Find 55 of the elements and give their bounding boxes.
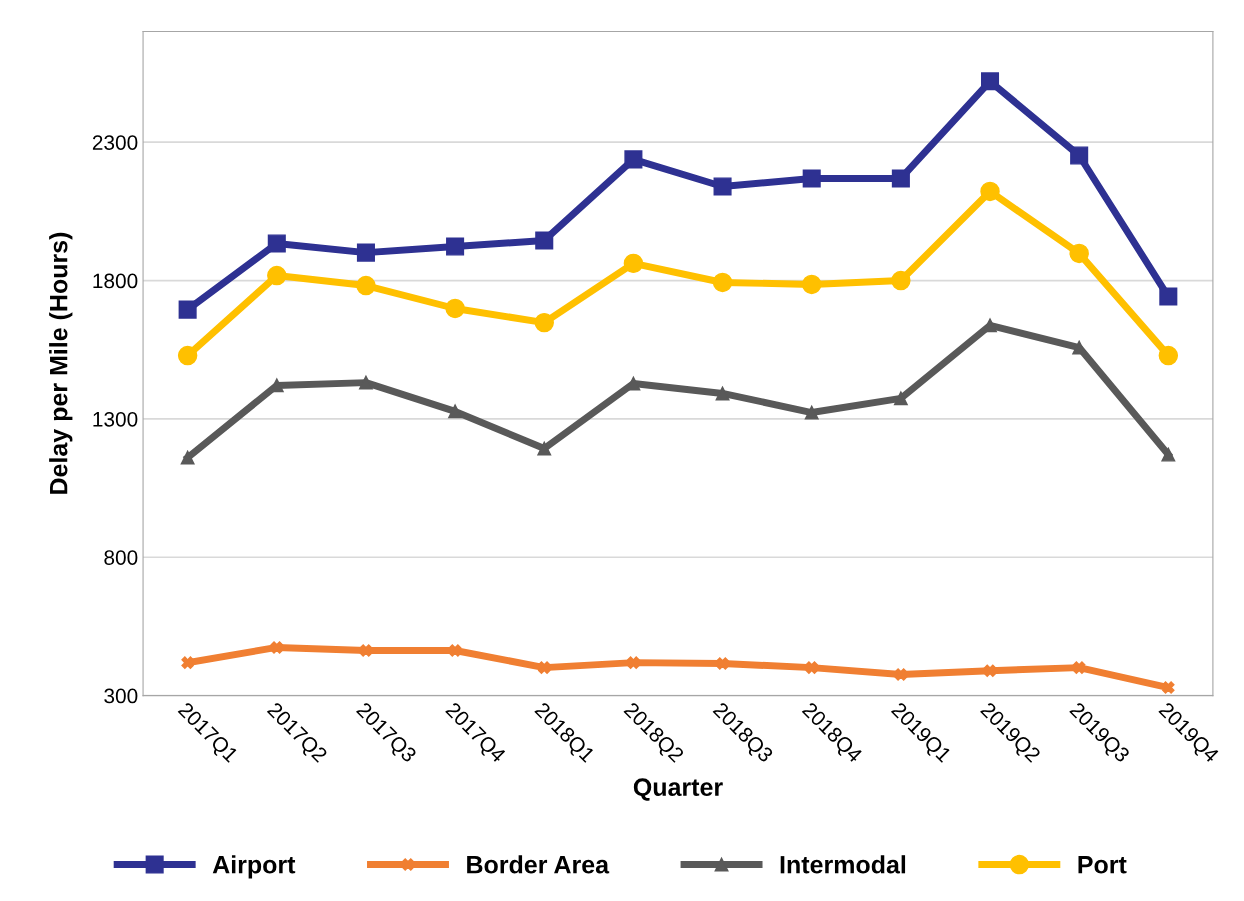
point xyxy=(181,656,194,669)
point xyxy=(445,298,465,319)
point xyxy=(801,274,822,295)
legend-label: Airport xyxy=(212,855,296,879)
point xyxy=(1070,146,1089,165)
point xyxy=(624,150,643,169)
x-axis-title: Quarter xyxy=(633,778,723,801)
point xyxy=(980,72,1000,91)
point xyxy=(713,177,732,196)
point xyxy=(448,644,462,657)
point xyxy=(983,664,997,677)
point xyxy=(537,661,551,674)
point xyxy=(802,169,821,188)
point xyxy=(893,391,908,406)
point xyxy=(446,237,465,256)
point xyxy=(805,661,818,674)
point xyxy=(537,441,552,456)
point xyxy=(267,265,287,286)
point xyxy=(270,641,284,654)
point xyxy=(359,644,373,657)
point xyxy=(1158,345,1179,366)
point xyxy=(716,657,729,670)
point xyxy=(1159,287,1178,306)
point xyxy=(623,253,644,274)
point xyxy=(358,375,373,390)
point xyxy=(180,450,195,465)
point xyxy=(267,234,286,253)
y-axis-title: Delay per Mile (Hours) xyxy=(49,232,73,494)
y-tick-label: 800 xyxy=(104,550,138,565)
point xyxy=(356,243,375,262)
legend-label: Border Area xyxy=(467,855,610,874)
point xyxy=(894,668,908,681)
point xyxy=(627,656,640,669)
point xyxy=(534,312,554,333)
point xyxy=(1161,447,1176,462)
legend-label: Port xyxy=(1078,856,1127,874)
point xyxy=(980,181,1000,202)
y-tick-label: 300 xyxy=(104,688,138,704)
point xyxy=(712,272,733,293)
legend-label: Intermodal xyxy=(780,855,906,874)
point xyxy=(891,169,910,188)
point xyxy=(804,405,819,420)
point xyxy=(177,345,198,366)
y-tick-label: 1800 xyxy=(93,273,138,289)
point xyxy=(1162,681,1175,694)
point xyxy=(1072,661,1086,674)
y-tick-label: 2300 xyxy=(92,135,138,150)
y-tick-label: 1300 xyxy=(93,411,138,427)
point xyxy=(356,275,376,296)
point xyxy=(448,404,463,419)
point xyxy=(715,386,730,401)
point xyxy=(535,231,554,250)
point xyxy=(891,270,911,291)
point xyxy=(1069,243,1089,264)
point xyxy=(178,300,197,319)
